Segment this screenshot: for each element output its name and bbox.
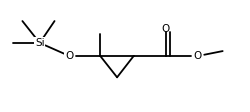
Text: O: O	[194, 51, 202, 61]
Text: O: O	[65, 51, 74, 61]
Text: Si: Si	[35, 38, 44, 48]
Text: O: O	[162, 24, 170, 34]
